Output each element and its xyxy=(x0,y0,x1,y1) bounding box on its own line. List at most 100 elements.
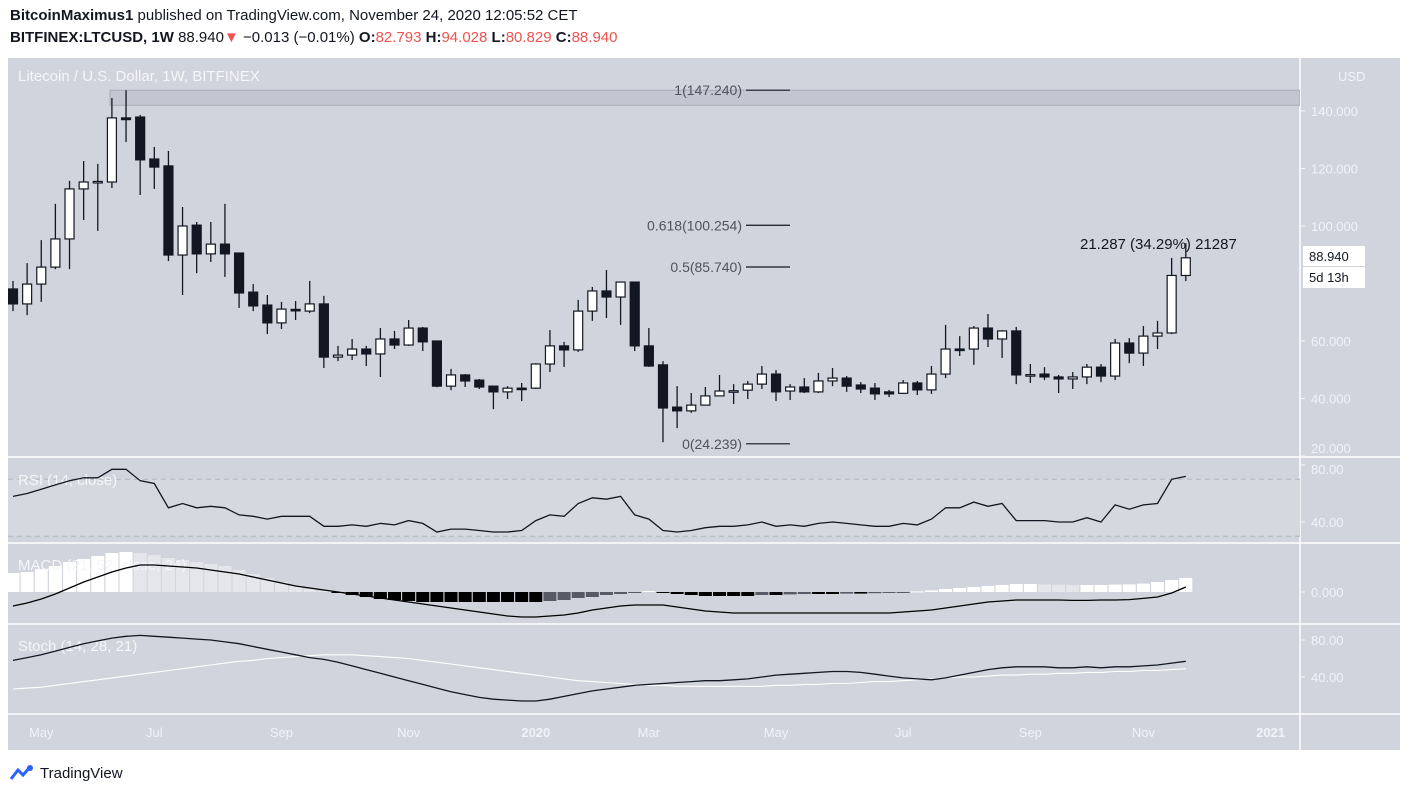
macd-histogram-bar xyxy=(402,592,416,601)
candle xyxy=(318,295,329,369)
candle-body-bullish xyxy=(304,303,315,312)
candle xyxy=(233,252,245,308)
candle-body-bearish xyxy=(954,348,965,352)
macd-histogram-bar xyxy=(472,592,486,602)
candle-body-bullish xyxy=(996,330,1008,340)
candle xyxy=(205,221,216,262)
macd-histogram-bar xyxy=(995,585,1009,592)
candle xyxy=(135,115,146,195)
macd-histogram-bar xyxy=(232,570,246,592)
macd-histogram-bar xyxy=(755,592,769,595)
macd-histogram-bar xyxy=(204,564,218,592)
macd-histogram-bar xyxy=(924,590,938,592)
candle-body-bullish xyxy=(22,283,33,305)
macd-histogram-bar xyxy=(303,589,317,592)
candle xyxy=(276,301,287,329)
macd-histogram-bar xyxy=(63,562,77,592)
candle xyxy=(1025,364,1036,383)
macd-histogram-bar xyxy=(826,592,840,594)
currency-label: USD xyxy=(1338,69,1365,84)
candle xyxy=(149,146,160,189)
author-name[interactable]: BitcoinMaximus1 xyxy=(10,7,134,24)
candle xyxy=(530,363,541,390)
macd-histogram-bar xyxy=(260,578,274,592)
macd-line xyxy=(12,564,1187,618)
candle xyxy=(248,284,259,312)
close-label: C: xyxy=(555,29,572,46)
candle xyxy=(403,320,414,346)
candle-body-bearish xyxy=(488,385,499,393)
y-tick-label: 60.000 xyxy=(1311,334,1351,349)
candle xyxy=(940,324,951,379)
y-tick-label: 20.000 xyxy=(1311,441,1351,456)
candle xyxy=(657,361,669,443)
candle xyxy=(92,163,103,231)
candle-body-bullish xyxy=(756,373,767,385)
last-price: 88.940 xyxy=(178,29,224,46)
macd-histogram-bar xyxy=(882,592,896,593)
fib-label: 0(24.239) xyxy=(682,436,742,452)
candle-body-bullish xyxy=(714,390,725,397)
candle-body-bullish xyxy=(785,386,796,392)
macd-title: MACD (21, 52, close, 24) xyxy=(18,557,186,574)
candle xyxy=(855,382,866,394)
macd-histogram-bar xyxy=(430,592,444,602)
x-tick-label: Sep xyxy=(270,725,293,740)
macd-histogram-bar xyxy=(585,592,599,597)
candle xyxy=(573,299,584,352)
macd-histogram-bar xyxy=(176,560,190,592)
candle xyxy=(36,240,47,302)
macd-histogram-bar xyxy=(953,588,967,592)
macd-histogram-bar xyxy=(119,552,133,592)
candle-body-bearish xyxy=(799,386,810,393)
macd-histogram-bar xyxy=(727,592,741,596)
candle xyxy=(728,384,739,404)
x-tick-label: May xyxy=(764,725,789,740)
candle-body-bearish xyxy=(431,340,442,387)
macd-histogram-bar xyxy=(642,591,656,592)
candle-body-bullish xyxy=(587,290,598,312)
macd-histogram-bar xyxy=(684,592,698,595)
y-tick-label: 40.000 xyxy=(1311,392,1351,407)
candle-body-bullish xyxy=(926,373,937,391)
macd-histogram-bar xyxy=(1023,584,1037,592)
x-tick-label: Jul xyxy=(895,725,912,740)
candle-body-bearish xyxy=(1053,376,1064,380)
candle xyxy=(869,382,881,400)
y-tick-label: 40.00 xyxy=(1311,515,1344,530)
macd-histogram-bar xyxy=(713,592,726,596)
tradingview-logo[interactable]: TradingView xyxy=(10,764,123,782)
candle xyxy=(601,269,612,318)
candle xyxy=(756,366,767,390)
x-tick-label: 2020 xyxy=(521,725,550,740)
chart-title: Litecoin / U.S. Dollar, 1W, BITFINEX xyxy=(18,68,260,85)
candle-body-bearish xyxy=(841,377,852,387)
candle xyxy=(770,370,782,402)
macd-histogram-bar xyxy=(246,574,260,592)
macd-histogram-bar xyxy=(486,592,500,602)
macd-histogram-bar xyxy=(1179,578,1193,592)
candle xyxy=(629,281,640,352)
candle xyxy=(968,326,979,365)
candle-body-bullish xyxy=(36,266,47,285)
macd-histogram-bar xyxy=(783,592,797,595)
candle-body-bearish xyxy=(1095,366,1107,377)
macd-histogram-bar xyxy=(896,592,910,593)
candle-body-bullish xyxy=(375,338,386,355)
candle xyxy=(686,393,697,413)
candle-body-bullish xyxy=(403,327,414,346)
candle xyxy=(1110,338,1121,381)
macd-histogram-bar xyxy=(1066,585,1080,592)
candle-body-bullish xyxy=(1025,374,1036,377)
x-tick-label: Nov xyxy=(1132,725,1156,740)
macd-histogram-bar xyxy=(20,572,34,592)
candle-body-bearish xyxy=(8,288,19,305)
macd-histogram-bar xyxy=(359,592,373,597)
candle-body-bearish xyxy=(1124,342,1135,354)
candle-body-bearish xyxy=(389,338,400,346)
macd-histogram-bar xyxy=(967,587,981,592)
candle-body-bullish xyxy=(573,310,584,351)
candle xyxy=(177,207,188,295)
macd-histogram-bar xyxy=(797,592,811,594)
